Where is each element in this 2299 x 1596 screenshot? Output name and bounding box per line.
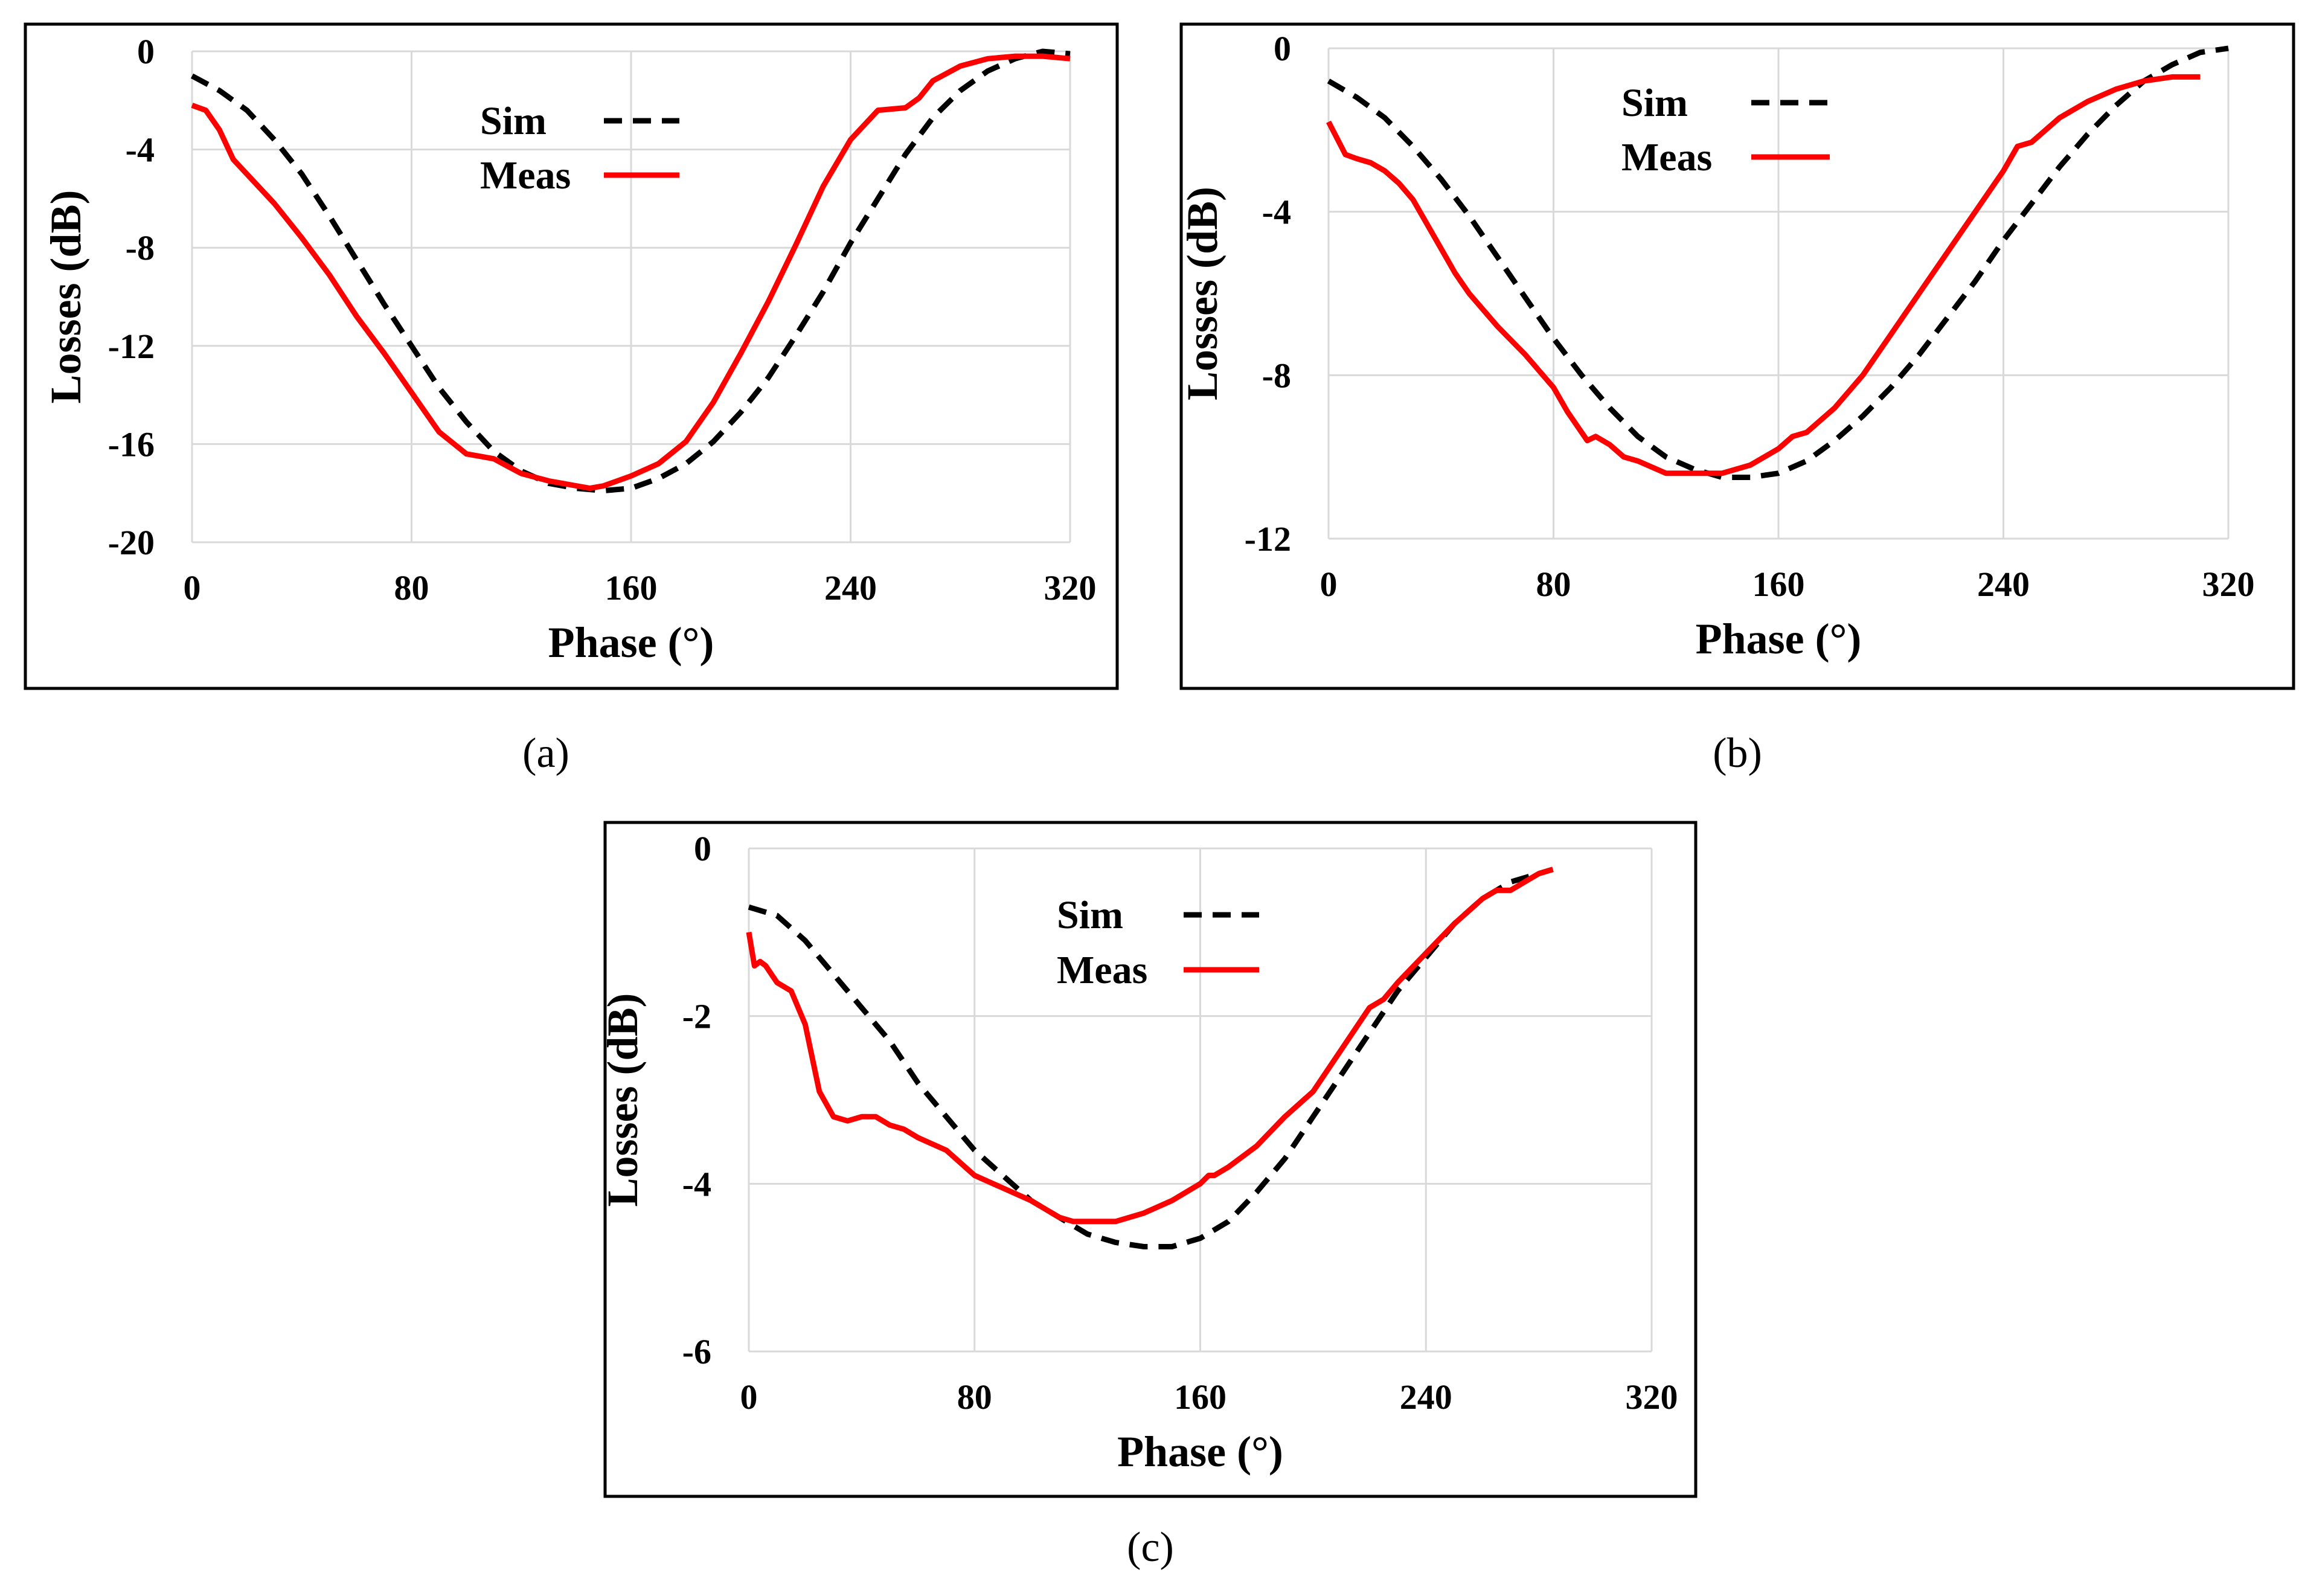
y-tick-label: -8 <box>126 228 155 268</box>
panel-caption: (a) <box>522 730 569 777</box>
y-tick-label: -12 <box>1245 519 1291 559</box>
y-axis-title: Losses (dB) <box>1178 187 1226 400</box>
legend: Sim Meas <box>480 99 679 197</box>
series-line-meas <box>191 53 1071 492</box>
x-tick-label: 80 <box>957 1377 992 1417</box>
series-line-sim <box>190 48 1071 494</box>
x-tick-label: 80 <box>394 568 429 607</box>
x-tick-label: 320 <box>1626 1377 1678 1417</box>
chart-panel-a: 0 80 160 240 320 0 -4 -8 -12 -16 -20 Phase (°) Losse… <box>24 22 1119 690</box>
panel-frame <box>603 821 1698 1498</box>
x-tick-label: 0 <box>740 1377 758 1417</box>
legend-label-meas: Meas <box>1621 135 1712 179</box>
y-tick-label: -4 <box>1262 193 1291 232</box>
x-tick-label: 320 <box>2202 565 2255 604</box>
y-tick-label: -6 <box>682 1332 711 1371</box>
series-line-meas <box>746 867 1554 1225</box>
y-axis-title: Losses (dB) <box>42 190 90 403</box>
x-tick-label: 0 <box>184 568 201 607</box>
legend-label-sim: Sim <box>480 99 547 143</box>
x-tick-label: 80 <box>1536 565 1571 604</box>
x-tick-label: 0 <box>1320 565 1338 604</box>
legend-label-sim: Sim <box>1621 81 1688 125</box>
x-tick-label: 320 <box>1044 568 1097 607</box>
x-axis-title: Phase (°) <box>1696 615 1862 663</box>
y-tick-label: 0 <box>694 829 711 868</box>
y-tick-label: -12 <box>108 327 155 366</box>
x-tick-label: 240 <box>1977 565 2030 604</box>
legend-label-meas: Meas <box>1057 948 1147 992</box>
legend-label-meas: Meas <box>480 153 571 197</box>
y-tick-label: -4 <box>126 130 155 170</box>
legend: Sim Meas <box>1621 81 1830 179</box>
legend: Sim Meas <box>1057 893 1259 992</box>
y-tick-label: 0 <box>1274 29 1291 68</box>
x-tick-label: 160 <box>605 568 658 607</box>
chart-panel-b: 0 80 160 240 320 0 -4 -8 -12 Phase (°) Losses (dB)… <box>1178 22 2295 690</box>
x-tick-label: 240 <box>1400 1377 1452 1417</box>
panel-caption: (b) <box>1713 730 1762 777</box>
panel-frame <box>24 22 1119 690</box>
x-axis-title: Phase (°) <box>1117 1428 1283 1476</box>
y-tick-label: -4 <box>682 1164 711 1203</box>
legend-label-sim: Sim <box>1057 893 1123 937</box>
x-axis-title: Phase (°) <box>548 618 714 667</box>
chart-panel-c: 0 80 160 240 320 0 -2 -4 -6 Phase (°) Losses (dB) S… <box>598 821 1698 1498</box>
series-line-sim <box>1327 45 2229 480</box>
y-tick-label: -16 <box>108 425 155 464</box>
panel-caption: (c) <box>1127 1524 1174 1571</box>
y-axis-title: Losses (dB) <box>598 993 647 1207</box>
y-tick-label: -2 <box>682 997 711 1036</box>
series-line-meas <box>1326 74 2201 476</box>
x-tick-label: 160 <box>1174 1377 1226 1417</box>
x-tick-label: 160 <box>1752 565 1805 604</box>
y-tick-label: 0 <box>137 32 155 71</box>
y-tick-label: -20 <box>108 523 155 562</box>
y-tick-label: -8 <box>1262 356 1291 395</box>
x-tick-label: 240 <box>824 568 877 607</box>
panel-frame <box>1179 22 2295 690</box>
